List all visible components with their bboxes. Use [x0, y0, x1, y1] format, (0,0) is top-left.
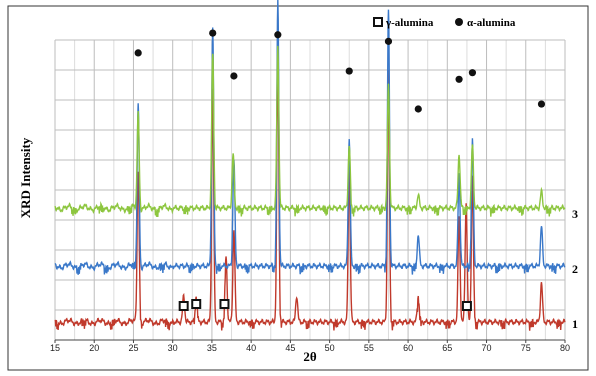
x-tick-label: 30 [168, 343, 178, 353]
x-tick-label: 45 [285, 343, 295, 353]
series-label-3: 3 [572, 207, 578, 221]
gamma-alumina-marker [219, 299, 230, 309]
x-tick-label: 15 [50, 343, 60, 353]
gamma-alumina-marker [461, 301, 472, 311]
x-tick-label: 60 [403, 343, 413, 353]
x-tick-label: 80 [560, 343, 570, 353]
series-line-1 [54, 62, 566, 331]
alpha-alumina-marker [274, 31, 282, 39]
alpha-alumina-marker [468, 69, 477, 77]
x-tick-label: 40 [246, 343, 256, 353]
x-tick-label: 50 [325, 343, 335, 353]
x-tick-label: 35 [207, 343, 217, 353]
alpha-alumina-marker [134, 49, 142, 57]
x-tick-label: 25 [128, 343, 138, 353]
x-tick-label: 65 [442, 343, 452, 353]
y-axis-title: XRD Intensity [18, 137, 33, 218]
alpha-alumina-marker [455, 75, 463, 83]
series-label-1: 1 [572, 317, 578, 331]
alpha-alumina-marker [384, 37, 393, 45]
legend-gamma-label: γ-alumina [385, 17, 434, 29]
series-labels: 1 2 3 [572, 207, 578, 331]
alpha-alumina-marker [209, 29, 217, 37]
legend-gamma-square-icon [373, 17, 383, 27]
alpha-alumina-marker [230, 72, 238, 80]
x-axis-title: 2θ [303, 349, 317, 364]
legend-alpha-circle-icon [455, 18, 463, 26]
series-label-2: 2 [572, 262, 578, 276]
x-tick-labels: 15 20 25 30 35 40 45 50 55 60 65 70 75 80 [50, 340, 570, 353]
gamma-alumina-marker [191, 299, 202, 309]
legend-alpha-label: α-alumina [467, 17, 516, 29]
alpha-alumina-marker [345, 67, 353, 75]
series-group [54, 0, 566, 331]
gamma-alumina-marker [178, 301, 189, 311]
series-line-3 [54, 45, 566, 218]
x-tick-label: 70 [482, 343, 492, 353]
alpha-alumina-marker [414, 105, 422, 113]
x-tick-label: 20 [89, 343, 99, 353]
x-tick-label: 55 [364, 343, 374, 353]
x-tick-label: 75 [521, 343, 531, 353]
legend: γ-alumina α-alumina [373, 17, 516, 29]
marker-group [134, 29, 546, 311]
series-line-2 [54, 0, 566, 275]
alpha-alumina-marker [537, 100, 546, 108]
